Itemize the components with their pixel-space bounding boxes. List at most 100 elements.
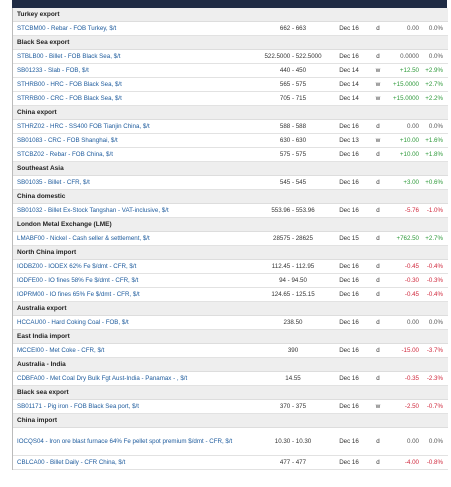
table-row: STHRZ02 - HRC - SS400 FOB Tianjin China,… <box>13 120 448 134</box>
symbol-name[interactable]: CDBFA00 - Met Coal Dry Bulk Fgt Aust-Ind… <box>17 374 188 382</box>
table-row: MCCEI00 - Met Coke - CFR, $/t 390 Dec 16 d -… <box>13 344 448 358</box>
symbol-name[interactable]: IODBZ00 - IODEX 62% Fe $/dmt - CFR, $/t <box>17 262 137 270</box>
symbol-name[interactable]: SB01233 - Slab - FOB, $/t <box>17 66 89 74</box>
frequency: d <box>376 25 380 32</box>
date: Dec 16 <box>339 25 359 32</box>
date: Dec 14 <box>339 67 359 74</box>
change: +10.00 <box>399 137 419 144</box>
symbol-name[interactable]: STHRZ02 - HRC - SS400 FOB Tianjin China,… <box>17 122 150 130</box>
symbol-name[interactable]: IODFE00 - IO fines 58% Fe $/dmt - CFR, $… <box>17 276 139 284</box>
section-header: China export <box>13 106 448 120</box>
change: 0.00 <box>406 319 419 326</box>
change: -2.50 <box>404 403 419 410</box>
price: 390 <box>287 347 299 354</box>
percent-change: 0.0% <box>428 319 443 326</box>
date: Dec 16 <box>339 438 359 445</box>
percent-change: -1.0% <box>426 207 443 214</box>
date: Dec 16 <box>339 375 359 382</box>
frequency: d <box>376 53 380 60</box>
table-row: IOPRM00 - IO fines 65% Fe $/dmt - CFR, $… <box>13 288 448 302</box>
price: 630 - 630 <box>279 137 307 144</box>
section-header: China import <box>13 414 448 428</box>
symbol-name[interactable]: HCCAU00 - Hard Coking Coal - FOB, $/t <box>17 318 129 326</box>
date: Dec 14 <box>339 81 359 88</box>
percent-change: 0.0% <box>428 25 443 32</box>
symbol-name[interactable]: SB01083 - CRC - FOB Shanghai, $/t <box>17 136 118 144</box>
percent-change: -0.3% <box>426 277 443 284</box>
table-row: SB01083 - CRC - FOB Shanghai, $/t 630 - 6… <box>13 134 448 148</box>
percent-change: 0.0% <box>428 53 443 60</box>
change: 0.00 <box>406 25 419 32</box>
symbol-name[interactable]: STCBZ02 - Rebar - FOB China, $/t <box>17 150 113 158</box>
price: 553.96 - 553.96 <box>271 207 315 214</box>
change: +762.50 <box>396 235 419 242</box>
price: 440 - 450 <box>279 67 307 74</box>
price: 370 - 375 <box>279 403 307 410</box>
change: 0.00 <box>406 438 419 445</box>
symbol-name[interactable]: IOPRM00 - IO fines 65% Fe $/dmt - CFR, $… <box>17 290 140 298</box>
symbol-name[interactable]: STRRB00 - CRC - FOB Black Sea, $/t <box>17 94 122 102</box>
symbol-name[interactable]: LMABF00 - Nickel - Cash seller & settlem… <box>17 234 150 242</box>
symbol-name[interactable]: STHRB00 - HRC - FOB Black Sea, $/t <box>17 80 122 88</box>
frequency: d <box>376 459 380 466</box>
price: 565 - 575 <box>279 81 307 88</box>
frequency: w <box>375 403 381 410</box>
table-row: CDBFA00 - Met Coal Dry Bulk Fgt Aust-Ind… <box>13 372 448 386</box>
percent-change: +2.2% <box>425 95 443 102</box>
symbol-name[interactable]: STBLB00 - Billet - FOB Black Sea, $/t <box>17 52 121 60</box>
section-header: East India import <box>13 330 448 344</box>
frequency: d <box>376 347 380 354</box>
table-row: STRRB00 - CRC - FOB Black Sea, $/t 705 - … <box>13 92 448 106</box>
price: 545 - 545 <box>279 179 307 186</box>
table-row: STHRB00 - HRC - FOB Black Sea, $/t 565 - … <box>13 78 448 92</box>
price-table: Turkey export STCBM00 - Rebar - FOB Turke… <box>12 8 448 470</box>
section-header: North China import <box>13 246 448 260</box>
percent-change: +1.8% <box>425 151 443 158</box>
percent-change: 0.0% <box>428 438 443 445</box>
table-row: LMABF00 - Nickel - Cash seller & settlem… <box>13 232 448 246</box>
symbol-name[interactable]: IOCQS04 - Iron ore blast furnace 64% Fe … <box>17 437 233 445</box>
symbol-name[interactable]: SB01032 - Billet Ex-Stock Tangshan - VAT… <box>17 206 169 214</box>
date: Dec 13 <box>339 137 359 144</box>
change: +15.0000 <box>393 81 419 88</box>
table-row: SB01035 - Billet - CFR, $/t 545 - 545 Dec … <box>13 176 448 190</box>
top-bar <box>12 0 447 8</box>
date: Dec 16 <box>339 459 359 466</box>
symbol-name[interactable]: CBLCA00 - Billet Daily - CFR China, $/t <box>17 458 126 466</box>
table-row: STCBZ02 - Rebar - FOB China, $/t 575 - 57… <box>13 148 448 162</box>
table-row: STCBM00 - Rebar - FOB Turkey, $/t 662 - 6… <box>13 22 448 36</box>
frequency: d <box>376 179 380 186</box>
date: Dec 16 <box>339 207 359 214</box>
percent-change: +2.7% <box>425 235 443 242</box>
symbol-name[interactable]: STCBM00 - Rebar - FOB Turkey, $/t <box>17 24 117 32</box>
table-row: IOCQS04 - Iron ore blast furnace 64% Fe … <box>13 428 448 456</box>
table-row: SB01171 - Pig iron - FOB Black Sea port,… <box>13 400 448 414</box>
date: Dec 16 <box>339 53 359 60</box>
section-header: Black Sea export <box>13 36 448 50</box>
symbol-name[interactable]: MCCEI00 - Met Coke - CFR, $/t <box>17 346 105 354</box>
change: +15.0000 <box>393 95 419 102</box>
table-row: IODBZ00 - IODEX 62% Fe $/dmt - CFR, $/t 1… <box>13 260 448 274</box>
section-header: Black sea export <box>13 386 448 400</box>
price: 522.5000 - 522.5000 <box>264 53 322 60</box>
price: 124.65 - 125.15 <box>271 291 315 298</box>
date: Dec 16 <box>339 123 359 130</box>
price: 28575 - 28625 <box>273 235 313 242</box>
frequency: d <box>376 291 380 298</box>
date: Dec 16 <box>339 291 359 298</box>
frequency: d <box>376 207 380 214</box>
table-row: SB01032 - Billet Ex-Stock Tangshan - VAT… <box>13 204 448 218</box>
change: +10.00 <box>399 151 419 158</box>
section-header: Australia export <box>13 302 448 316</box>
date: Dec 16 <box>339 277 359 284</box>
frequency: d <box>376 151 380 158</box>
change: -0.30 <box>404 277 419 284</box>
date: Dec 16 <box>339 403 359 410</box>
symbol-name[interactable]: SB01035 - Billet - CFR, $/t <box>17 178 90 186</box>
section-header: China domestic <box>13 190 448 204</box>
change: -4.00 <box>404 459 419 466</box>
symbol-name[interactable]: SB01171 - Pig iron - FOB Black Sea port,… <box>17 402 139 410</box>
price: 14.55 <box>285 375 301 382</box>
table-row: CBLCA00 - Billet Daily - CFR China, $/t 4… <box>13 456 448 470</box>
date: Dec 16 <box>339 151 359 158</box>
